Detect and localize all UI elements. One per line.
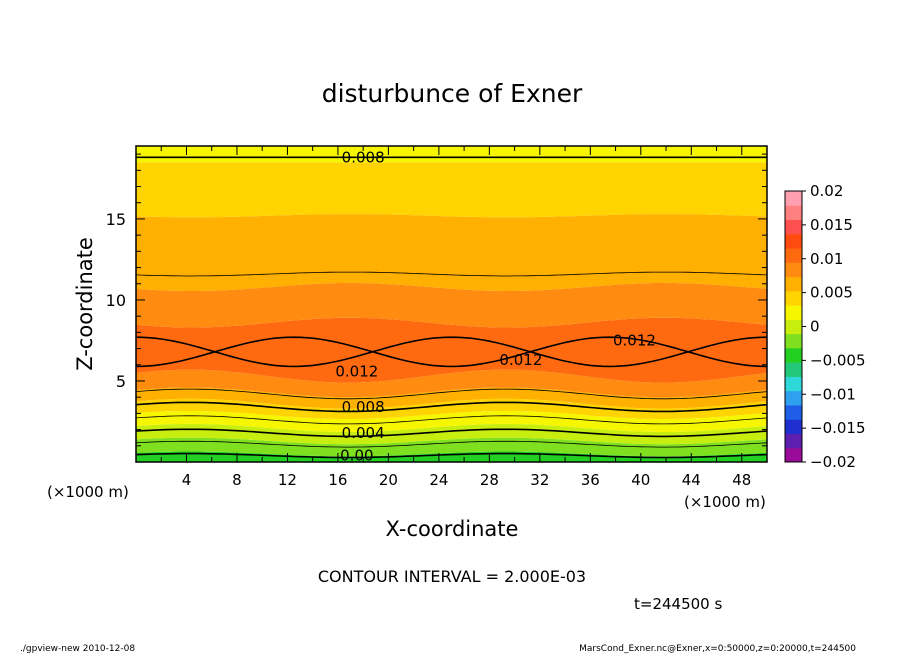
- contour-band: [136, 282, 767, 328]
- colorbar-segment: [785, 205, 802, 221]
- x-tick-label: 28: [480, 471, 499, 489]
- colorbar-segment: [785, 433, 802, 449]
- contour-interval-text: CONTOUR INTERVAL = 2.000E-03: [318, 567, 586, 586]
- colorbar-segment: [785, 333, 802, 349]
- plot-frame: [135, 145, 768, 463]
- contour-label: 0.012: [335, 362, 378, 380]
- contour-label: 0.008: [342, 398, 385, 416]
- contour-line: [136, 428, 767, 438]
- contour-band: [136, 146, 767, 163]
- x-tick-label: 44: [682, 471, 701, 489]
- contour-band: [136, 423, 767, 445]
- x-tick-label: 16: [328, 471, 347, 489]
- y-axis-label: Z-coordinate: [73, 237, 97, 371]
- colorbar-tick-label: 0.01: [810, 250, 843, 268]
- colorbar-segment: [785, 305, 802, 320]
- y-tick-label: 15: [106, 210, 126, 229]
- x-tick-label: 8: [232, 471, 242, 489]
- contour-band: [136, 387, 767, 409]
- colorbar-segment: [785, 248, 802, 263]
- colorbar-tick-label: −0.005: [810, 351, 866, 369]
- x-tick-label: 20: [379, 471, 398, 489]
- colorbar: 0.02 0.015 0.01 0.005 0 −0.005 −0.01 −0.015 −0.0…: [784, 182, 866, 471]
- colorbar-segment: [785, 404, 802, 420]
- colorbar-segment: [785, 262, 802, 278]
- colorbar-tick-label: −0.01: [810, 385, 856, 403]
- colorbar-segment: [785, 390, 802, 406]
- plot-area: 0.008 0.012 0.012 0.012 0.008 0.004 0.00: [136, 146, 767, 465]
- colorbar-segment: [785, 319, 802, 335]
- x-tick-label: 40: [631, 471, 650, 489]
- x-tick-label: 24: [429, 471, 448, 489]
- colorbar-tick-label: 0: [810, 318, 820, 336]
- contour-line: [136, 452, 767, 459]
- x-unit-right: (×1000 m): [684, 493, 766, 511]
- contour-line: [136, 440, 767, 448]
- colorbar-tick-label: 0.02: [810, 182, 843, 200]
- contour-line: [136, 336, 767, 368]
- colorbar-segment: [785, 191, 802, 206]
- contour-line: [136, 271, 767, 277]
- contour-band: [136, 451, 767, 462]
- footer-left: ./gpview-new 2010-12-08: [20, 644, 135, 654]
- time-label: t=244500 s: [634, 595, 722, 613]
- x-tick-label: 4: [182, 471, 192, 489]
- x-axis-ticks: 4 8 12 16 20 24 28 32 36 40 44 48: [160, 146, 751, 489]
- x-tick-label: 12: [278, 471, 297, 489]
- colorbar-tick-label: 0.005: [810, 284, 853, 302]
- x-tick-label: 48: [732, 471, 751, 489]
- contour-band: [136, 214, 767, 291]
- contour-line: [136, 401, 767, 413]
- colorbar-segment: [785, 362, 802, 377]
- contour-line: [136, 336, 767, 368]
- contour-label: 0.004: [342, 424, 385, 442]
- x-axis-label: X-coordinate: [386, 517, 519, 541]
- contour-line: [136, 388, 767, 400]
- y-tick-label: 5: [116, 372, 126, 391]
- x-tick-label: 36: [581, 471, 600, 489]
- y-tick-label: 10: [106, 291, 126, 310]
- contour-label: 0.008: [342, 148, 385, 166]
- contour-label: 0.012: [613, 331, 656, 349]
- contour-band: [136, 411, 767, 432]
- colorbar-segment: [785, 447, 802, 463]
- colorbar-segment: [785, 290, 802, 306]
- colorbar-segment: [785, 347, 802, 363]
- contour-band: [136, 162, 767, 218]
- colorbar-segment: [785, 219, 802, 235]
- contour-label: 0.012: [499, 351, 542, 369]
- contour-band: [136, 369, 767, 398]
- contour-label: 0.00: [340, 447, 373, 465]
- colorbar-segment: [785, 276, 802, 292]
- colorbar-tick-label: 0.015: [810, 216, 853, 234]
- x-tick-label: 32: [530, 471, 549, 489]
- contour-labels: 0.008 0.012 0.012 0.012 0.008 0.004 0.00: [335, 148, 656, 465]
- contour-lines: [136, 156, 767, 459]
- chart-title: disturbunce of Exner: [322, 79, 583, 108]
- colorbar-tick-label: −0.02: [810, 453, 856, 471]
- contour-line: [136, 415, 767, 425]
- x-unit-left: (×1000 m): [47, 483, 129, 501]
- colorbar-segment: [785, 376, 802, 392]
- colorbar-segment: [785, 233, 802, 249]
- contour-band: [136, 398, 767, 419]
- contour-band: [136, 437, 767, 457]
- colorbar-tick-label: −0.015: [810, 419, 866, 437]
- y-axis-ticks: 5 10 15: [106, 153, 767, 447]
- colorbar-segment: [785, 419, 802, 434]
- footer-right: MarsCond_Exner.nc@Exner,x=0:50000,z=0:20…: [579, 644, 856, 654]
